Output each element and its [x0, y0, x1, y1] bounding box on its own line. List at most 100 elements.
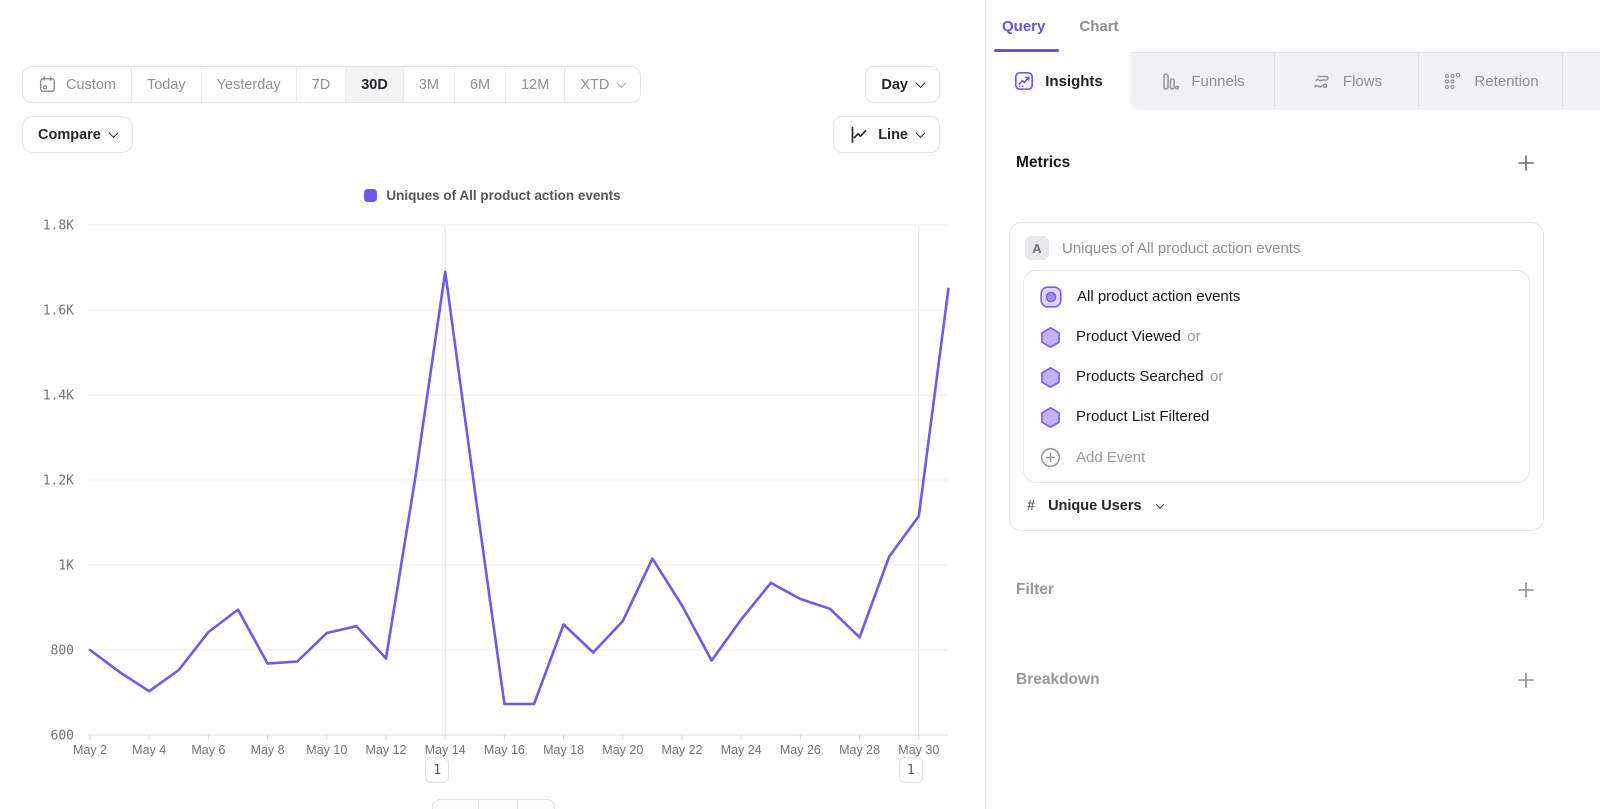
range-button-today[interactable]: Today — [131, 67, 202, 102]
event-or-suffix: or — [1187, 328, 1201, 345]
x-axis-tick-label: May 6 — [191, 743, 225, 757]
range-label: Today — [146, 76, 186, 93]
y-axis-tick-label: 1.2K — [43, 474, 74, 489]
add-metric-button[interactable] — [1516, 153, 1536, 173]
x-axis-tick-label: May 8 — [251, 743, 285, 757]
x-axis-tick-label: May 2 — [73, 743, 107, 757]
series-line[interactable] — [88, 270, 950, 706]
y-axis-tick-label: 800 — [51, 644, 74, 659]
legend-label: Uniques of All product action events — [386, 188, 621, 203]
tab-query[interactable]: Query — [993, 0, 1060, 52]
event-row-product-viewed[interactable]: Product Viewed or — [1024, 317, 1529, 357]
event-name: Product Viewed — [1076, 328, 1181, 345]
breakdown-title: Breakdown — [1016, 671, 1100, 688]
all-events-icon — [1039, 285, 1063, 309]
granularity-dropdown[interactable]: Day — [865, 66, 940, 103]
range-label: Custom — [66, 76, 116, 93]
event-row-products-searched[interactable]: Products Searched or — [1024, 357, 1529, 397]
metric-letter-badge: A — [1025, 236, 1049, 260]
add-event-label: Add Event — [1076, 448, 1146, 466]
tab-chart[interactable]: Chart — [1079, 17, 1119, 35]
filter-title: Filter — [1016, 581, 1054, 598]
chart-pane: Custom Today Yesterday 7D 30D 3M 6M 12M XTD Day … — [0, 0, 985, 809]
insights-icon — [1013, 70, 1035, 92]
panel-tabs: Query Chart — [986, 0, 1121, 52]
tab-insights[interactable]: Insights — [986, 52, 1130, 110]
y-axis-tick-label: 600 — [51, 729, 74, 744]
range-button-12m[interactable]: 12M — [506, 67, 566, 102]
flows-icon — [1311, 71, 1333, 93]
add-filter-button[interactable] — [1516, 580, 1536, 600]
aggregation-label: Unique Users — [1048, 498, 1142, 514]
x-axis-tick-label: May 22 — [662, 743, 703, 757]
tab-funnels[interactable]: Funnels — [1130, 52, 1274, 110]
event-name: All product action events — [1077, 287, 1241, 305]
event-name: Products Searched — [1076, 368, 1204, 385]
chart-type-dropdown[interactable]: Line — [833, 116, 940, 153]
x-axis-tick-label: May 4 — [132, 743, 166, 757]
annotation-badge-may-14[interactable]: 1 — [425, 757, 450, 783]
x-axis-tick-label: May 18 — [543, 743, 584, 757]
add-breakdown-button[interactable] — [1516, 670, 1536, 690]
x-axis-tick-label: May 10 — [306, 743, 347, 757]
x-axis-tick-label: May 20 — [602, 743, 643, 757]
range-button-custom[interactable]: Custom — [23, 67, 132, 102]
range-label: 7D — [311, 76, 331, 93]
range-label: XTD — [580, 76, 610, 93]
x-axis-tick-label: May 26 — [780, 743, 821, 757]
y-axis-tick-label: 1.8K — [43, 219, 74, 234]
range-label: Yesterday — [216, 76, 281, 93]
tab-retention-label: Retention — [1474, 73, 1539, 90]
metrics-title: Metrics — [1016, 154, 1071, 171]
tab-retention[interactable]: Retention — [1418, 52, 1562, 110]
tab-funnels-label: Funnels — [1191, 73, 1245, 90]
metric-card: A Uniques of All product action events A… — [1009, 222, 1544, 531]
event-or-suffix: or — [1210, 368, 1224, 385]
view-tabs: Insights Funnels — [986, 52, 1600, 110]
range-label: 3M — [418, 76, 439, 93]
aggregation-dropdown[interactable]: # Unique Users — [1010, 483, 1543, 530]
metrics-header: Metrics — [1016, 153, 1536, 173]
compare-dropdown[interactable]: Compare — [22, 116, 133, 153]
range-button-3m[interactable]: 3M — [403, 67, 455, 102]
x-axis-tick-label: May 30 — [898, 743, 939, 757]
tab-insights-label: Insights — [1045, 72, 1103, 90]
event-row-product-list-filtered[interactable]: Product List Filtered — [1024, 397, 1529, 437]
tab-flows-label: Flows — [1342, 73, 1383, 90]
y-axis-tick-label: 1.6K — [43, 304, 74, 319]
granularity-label: Day — [881, 76, 908, 93]
retention-icon — [1442, 71, 1464, 93]
chevron-down-icon — [1155, 500, 1164, 509]
compare-label: Compare — [38, 126, 101, 143]
line-chart-icon — [849, 125, 869, 145]
range-button-7d[interactable]: 7D — [296, 67, 347, 102]
y-axis-tick-label: 1.4K — [43, 389, 74, 404]
range-button-xtd[interactable]: XTD — [565, 67, 641, 102]
x-axis-tick-label: May 24 — [721, 743, 762, 757]
calendar-icon — [38, 75, 57, 94]
range-label: 12M — [521, 76, 550, 93]
zoom-control-cutoff[interactable] — [432, 799, 555, 809]
query-panel: Query Chart Insights — [985, 0, 1600, 809]
range-button-yesterday[interactable]: Yesterday — [201, 67, 297, 102]
line-chart[interactable]: 600 800 1K 1.2K 1.4K 1.6K 1.8K May 2 May 4 May 6 M… — [0, 0, 985, 809]
add-event-button[interactable]: Add Event — [1024, 437, 1529, 477]
metric-summary: Uniques of All product action events — [1062, 239, 1301, 257]
range-button-30d[interactable]: 30D — [346, 67, 404, 102]
hexagon-icon — [1039, 406, 1062, 429]
x-axis-tick-label: May 14 — [425, 743, 466, 757]
hexagon-icon — [1039, 366, 1062, 389]
range-label: 30D — [361, 76, 388, 93]
chart-legend: Uniques of All product action events — [0, 188, 985, 203]
events-list: All product action events Product Viewed … — [1023, 270, 1530, 483]
legend-swatch — [364, 189, 378, 202]
filter-section: Filter — [1016, 576, 1536, 604]
range-button-6m[interactable]: 6M — [454, 67, 507, 102]
tab-flows[interactable]: Flows — [1274, 52, 1418, 110]
divider — [517, 800, 518, 809]
annotation-badge-may-30[interactable]: 1 — [898, 757, 923, 783]
metric-summary-row[interactable]: A Uniques of All product action events — [1010, 223, 1543, 270]
event-row-all-product-action-events[interactable]: All product action events — [1024, 276, 1529, 317]
event-name: Product List Filtered — [1076, 408, 1210, 425]
